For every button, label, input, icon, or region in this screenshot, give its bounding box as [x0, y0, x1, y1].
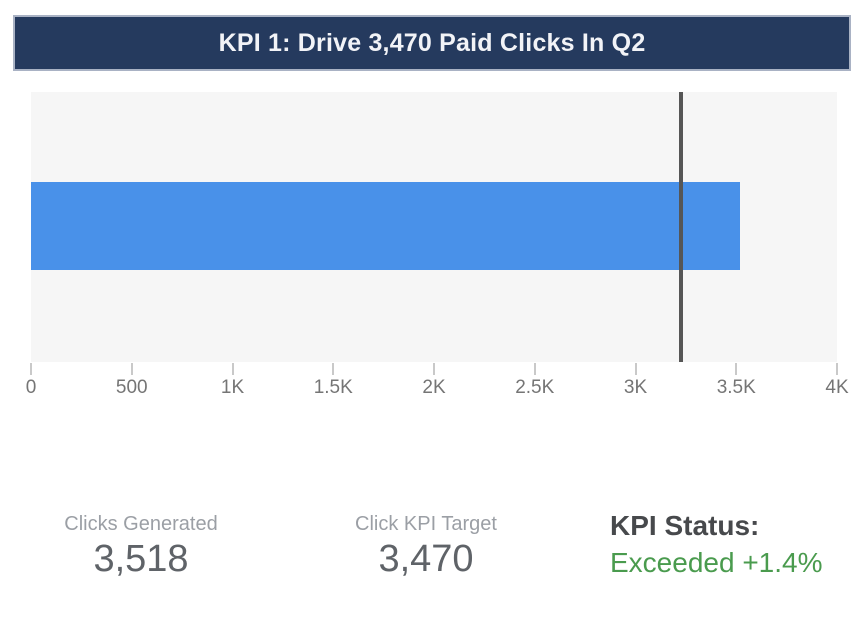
tick-mark [836, 363, 838, 375]
kpi-header-bar: KPI 1: Drive 3,470 Paid Clicks In Q2 [13, 15, 851, 71]
plot-area [31, 92, 837, 362]
tick-mark [735, 363, 738, 375]
tick-mark [433, 363, 435, 375]
kpi-status-value: Exceeded +1.4% [610, 547, 823, 578]
clicks-generated-label: Clicks Generated [64, 513, 218, 535]
tick-label: 2K [422, 377, 446, 398]
tick-mark [130, 363, 133, 375]
tick-mark [30, 363, 32, 375]
tick-label: 4K [825, 377, 849, 398]
clicks-bar [31, 182, 740, 270]
target-marker-line [679, 92, 684, 362]
click-kpi-target-label: Click KPI Target [355, 513, 497, 535]
stat-kpi-status: KPI Status: Exceeded +1.4% [610, 512, 850, 577]
kpi-title: KPI 1: Drive 3,470 Paid Clicks In Q2 [218, 28, 646, 57]
tick-label: 3.5K [716, 377, 756, 398]
tick-label: 1.5K [313, 377, 353, 398]
stat-click-kpi-target: Click KPI Target 3,470 [326, 512, 526, 578]
kpi-status-label: KPI Status: [610, 510, 760, 541]
x-axis: 0 500 1K 1.5K 2K 2.5K 3K 3.5K 4K [26, 362, 849, 404]
tick-mark [533, 363, 536, 375]
tick-label: 2.5K [515, 377, 555, 398]
tick-mark [231, 363, 234, 375]
tick-label: 500 [115, 377, 148, 398]
click-kpi-target-value: 3,470 [378, 538, 474, 580]
tick-label: 3K [623, 377, 648, 398]
tick-label: 0 [25, 377, 37, 398]
tick-mark [332, 363, 335, 375]
tick-mark [634, 363, 637, 375]
stat-clicks-generated: Clicks Generated 3,518 [41, 512, 241, 578]
clicks-generated-value: 3,518 [93, 538, 189, 580]
tick-label: 1K [220, 377, 245, 398]
